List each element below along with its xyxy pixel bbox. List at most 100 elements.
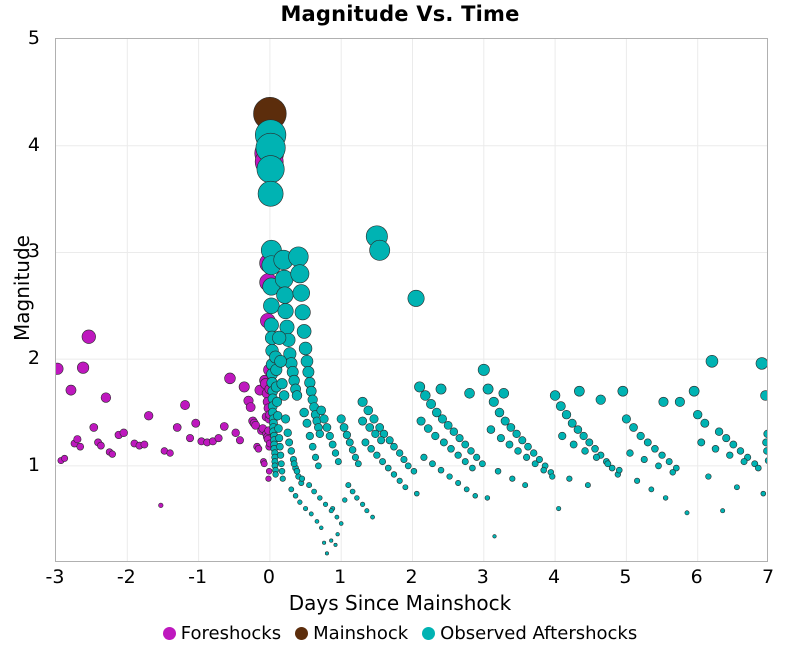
data-point [354,495,360,501]
data-point [658,396,669,407]
data-point [558,431,567,441]
data-point [531,460,539,468]
data-point [604,460,612,468]
data-point [673,464,680,472]
data-point [755,357,767,370]
data-point [407,289,425,307]
data-point [191,418,201,428]
data-point [705,473,712,480]
data-point [265,475,272,482]
data-point [231,428,240,437]
data-point [219,422,229,431]
x-tick-label: 1 [334,566,347,588]
data-point [274,355,287,368]
data-point [300,355,314,368]
legend-entry[interactable]: Mainshock [295,623,408,644]
data-point [420,453,428,461]
legend-entry[interactable]: Observed Aftershocks [422,623,637,644]
data-point [342,497,348,503]
data-point [276,378,288,390]
data-point [333,542,338,547]
data-point [186,434,195,443]
data-point [315,462,322,470]
data-point [484,495,491,501]
data-point [385,436,394,445]
data-point [591,445,599,453]
data-point [371,429,380,439]
data-point [688,385,700,397]
data-point [763,429,767,438]
data-point [361,438,370,447]
data-point [592,453,601,461]
data-point [390,442,398,451]
data-point [288,486,295,493]
x-tick-label: -1 [188,566,208,588]
data-point [335,532,340,537]
data-point [166,449,174,457]
data-point [276,451,285,459]
data-point [257,180,284,207]
data-point [437,466,445,474]
data-point [322,540,327,545]
data-point [435,383,447,395]
data-point [729,440,738,449]
data-point [256,155,285,184]
x-tick-label: -2 [116,566,136,588]
data-point [431,431,440,441]
series-observed-aftershocks [255,119,767,556]
data-point [595,394,606,405]
data-point [325,431,334,441]
data-point [375,423,385,432]
data-point [488,396,499,407]
data-point [662,495,669,501]
data-point [426,399,436,409]
data-point [634,477,641,484]
data-point [278,467,286,475]
data-point [180,400,190,410]
data-point [449,427,459,436]
data-point [390,471,398,478]
data-point [496,434,505,443]
data-point [276,286,294,304]
data-point [555,401,566,412]
data-point [303,506,309,512]
chart-title: Magnitude Vs. Time [280,2,520,26]
legend-entry[interactable]: Foreshocks [162,623,281,644]
data-point [319,525,324,530]
data-point [263,317,279,333]
data-point [754,464,762,472]
data-point [561,410,572,420]
data-point [76,442,85,451]
data-point [306,482,313,489]
data-point [608,464,616,472]
data-point [414,381,426,393]
data-point [56,362,64,375]
data-point [629,423,638,432]
data-point [506,423,516,432]
y-tick-label: 5 [27,27,40,49]
data-point [345,482,352,489]
data-point [693,410,703,420]
data-point [263,297,280,315]
data-point [549,390,561,401]
y-tick-label: 4 [27,133,40,156]
data-point [486,425,496,434]
data-point [235,436,244,445]
data-point [420,390,431,401]
data-point [345,438,354,447]
data-point [224,372,236,385]
data-point [498,388,510,399]
data-point [292,284,310,302]
scatter-points-layer [56,97,767,556]
data-point [89,423,99,432]
data-point [334,514,340,520]
data-point [400,455,408,463]
data-point [254,445,263,453]
data-point [172,423,182,432]
data-point [585,438,594,447]
data-point [492,534,497,539]
data-point [714,427,724,436]
data-point [329,538,334,543]
data-point [443,420,453,430]
data-point [494,467,502,475]
